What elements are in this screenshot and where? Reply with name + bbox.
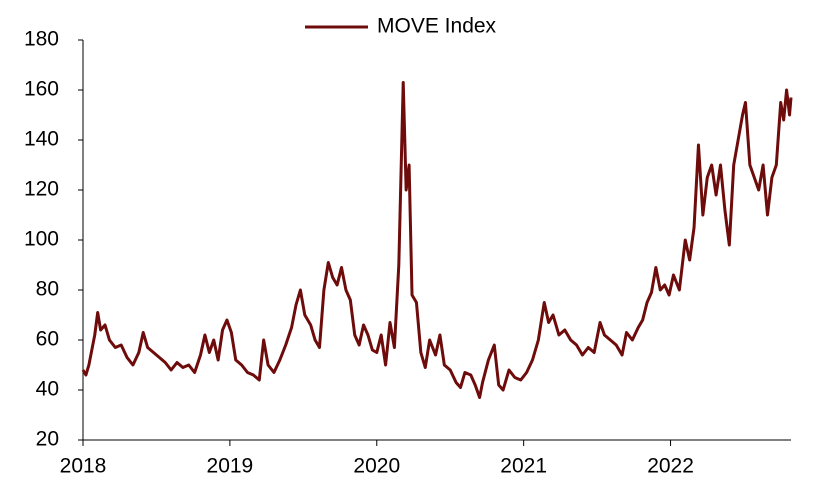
legend-label: MOVE Index [377, 15, 497, 38]
y-tick-label: 140 [24, 128, 59, 151]
y-tick-label: 40 [36, 378, 59, 401]
x-tick-label: 2021 [500, 455, 547, 478]
y-tick-label: 60 [36, 328, 59, 351]
x-tick-label: 2019 [207, 455, 254, 478]
x-tick-label: 2018 [60, 455, 107, 478]
y-tick-label: 160 [24, 78, 59, 101]
data-line [81, 81, 793, 399]
y-tick-label: 20 [36, 428, 59, 451]
y-tick-label: 120 [24, 178, 59, 201]
y-tick-label: 100 [24, 228, 59, 251]
y-tick-label: 180 [24, 28, 59, 51]
x-tick-label: 2020 [353, 455, 400, 478]
x-tick-label: 2022 [647, 455, 694, 478]
y-tick-label: 80 [36, 278, 59, 301]
